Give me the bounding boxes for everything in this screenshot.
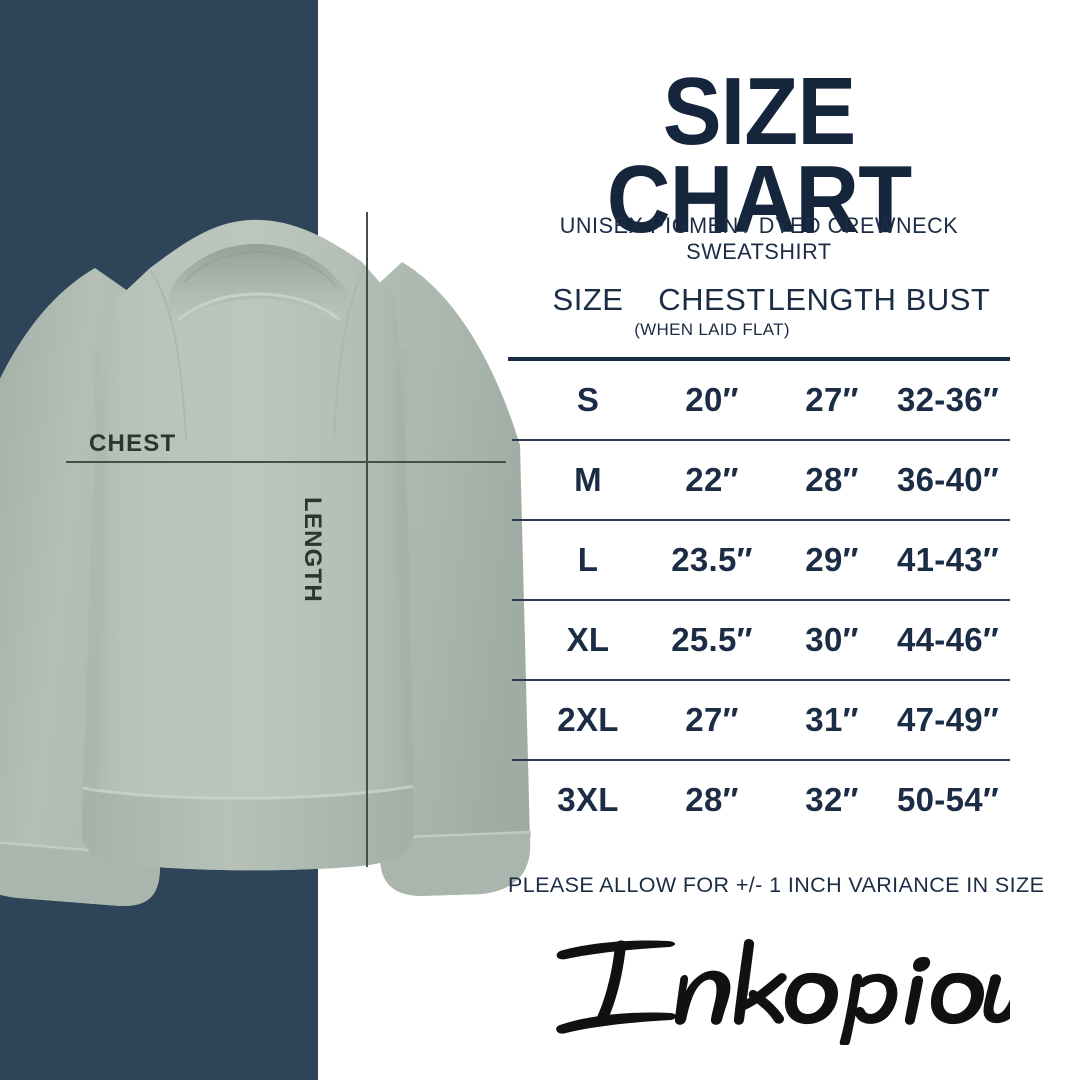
cell-length: 27″ <box>805 381 859 418</box>
cell-bust: 44-46″ <box>896 621 1000 658</box>
chest-measure-line <box>66 461 506 463</box>
header-divider <box>508 357 1010 361</box>
cell-size: XL <box>566 621 610 658</box>
row-divider <box>512 599 1010 601</box>
cell-length: 31″ <box>805 701 859 738</box>
table-row: 2XL 27″ 31″ 47-49″ <box>508 681 1010 759</box>
table-header-row: SIZE CHEST LENGTH BUST (WHEN LAID FLAT) <box>508 282 1010 357</box>
cell-size: 3XL <box>557 781 619 818</box>
cell-chest: 27″ <box>685 701 739 738</box>
sweatshirt-illustration <box>0 150 560 920</box>
length-measure-line <box>366 212 368 867</box>
column-header-length: LENGTH <box>767 282 897 317</box>
table-row: L 23.5″ 29″ 41-43″ <box>508 521 1010 599</box>
cell-size: S <box>576 381 600 418</box>
cell-bust: 47-49″ <box>896 701 1000 738</box>
column-header-chest: CHEST <box>658 282 766 317</box>
row-divider <box>512 679 1010 681</box>
column-header-size: SIZE <box>552 282 624 317</box>
table-row: S 20″ 27″ 32-36″ <box>508 361 1010 439</box>
chart-content-column: SIZE CHART UNISEX PIGMENT DYED CREWNECK … <box>508 0 1045 1080</box>
page-title: SIZE CHART <box>606 58 912 254</box>
cell-bust: 32-36″ <box>896 381 1000 418</box>
cell-bust: 41-43″ <box>896 541 1000 578</box>
row-divider <box>512 439 1010 441</box>
cell-bust: 36-40″ <box>896 461 1000 498</box>
brand-logo: R <box>508 925 1010 1045</box>
variance-note: PLEASE ALLOW FOR +/- 1 INCH VARIANCE IN … <box>508 873 1045 897</box>
cell-length: 30″ <box>805 621 859 658</box>
cell-chest: 23.5″ <box>671 541 753 578</box>
cell-size: M <box>574 461 602 498</box>
column-header-bust: BUST <box>905 282 991 317</box>
cell-bust: 50-54″ <box>896 781 1000 818</box>
row-divider <box>512 759 1010 761</box>
bottom-hem <box>81 786 414 871</box>
cell-chest: 22″ <box>685 461 739 498</box>
brand-logo-wordmark <box>556 939 1010 1045</box>
size-table: SIZE CHEST LENGTH BUST (WHEN LAID FLAT) … <box>508 282 1010 839</box>
table-row: 3XL 28″ 32″ 50-54″ <box>508 761 1010 839</box>
row-divider <box>512 519 1010 521</box>
sweatshirt-body <box>81 219 414 871</box>
cell-length: 32″ <box>805 781 859 818</box>
table-row: XL 25.5″ 30″ 44-46″ <box>508 601 1010 679</box>
page-subtitle: UNISEX PIGMENT DYED CREWNECK SWEATSHIRT <box>559 213 959 264</box>
cell-chest: 28″ <box>685 781 739 818</box>
collar-rib <box>168 244 348 322</box>
column-header-chest-note: (WHEN LAID FLAT) <box>634 320 790 339</box>
table-row: M 22″ 28″ 36-40″ <box>508 441 1010 519</box>
cell-length: 29″ <box>805 541 859 578</box>
cell-size: L <box>577 541 599 578</box>
cell-chest: 20″ <box>685 381 739 418</box>
right-cuff <box>379 832 531 896</box>
cell-length: 28″ <box>805 461 859 498</box>
cell-size: 2XL <box>557 701 619 738</box>
collar-seam <box>177 292 341 322</box>
length-measure-label: LENGTH <box>299 497 326 603</box>
chest-measure-label: CHEST <box>89 430 177 457</box>
cell-chest: 25.5″ <box>671 621 753 658</box>
